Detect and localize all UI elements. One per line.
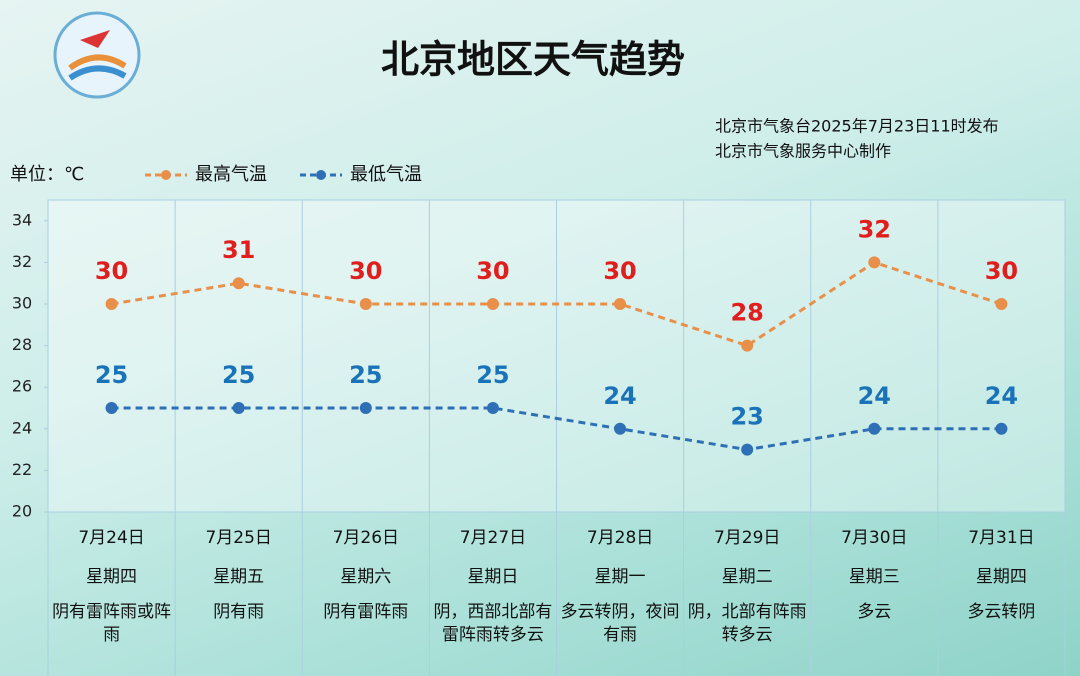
table-cell: 7月26日 [332,528,400,548]
data-point [232,277,245,290]
data-point [995,422,1008,435]
table-cell: 星期四 [975,567,1027,587]
data-label: 24 [603,382,636,410]
data-point [105,402,118,414]
data-point [868,422,881,435]
data-label: 25 [95,361,128,389]
y-tick-label: 28 [12,335,32,354]
data-label: 23 [730,403,763,431]
table-cell: 多云 [857,602,892,622]
data-label: 30 [349,257,382,285]
table-cell: 7月28日 [586,528,654,548]
data-point [486,298,499,310]
table-cell: 多云转阴 [967,602,1036,622]
chart-title: 北京地区天气趋势 [381,38,685,82]
table-cell: 阴有雨 [213,602,265,622]
y-tick-label: 30 [12,294,32,313]
legend-label: 最高气温 [195,164,267,185]
table-cell: 星期一 [594,567,646,587]
table-cell: 7月31日 [968,528,1035,548]
y-tick-label: 24 [12,418,32,437]
data-point [741,339,754,352]
table-cell: 星期六 [340,567,392,587]
data-label: 30 [95,257,128,285]
data-point [359,402,372,414]
data-point [232,402,245,414]
publisher: 北京市气象服务中心制作 [715,142,891,161]
table-cell: 星期四 [86,567,138,587]
series-line [111,406,1002,452]
data-point [614,422,627,435]
y-tick-label: 22 [12,460,32,479]
table-cell: 7月29日 [713,528,781,548]
data-point [995,298,1008,310]
table-cell: 星期三 [848,567,900,587]
legend-swatch [316,170,326,180]
table-cell: 7月27日 [459,528,527,548]
data-point [486,402,499,414]
table-cell: 阴，北部有阵雨转多云 [687,602,807,645]
legend-label: 最低气温 [350,164,422,185]
data-label: 30 [603,257,636,285]
publisher: 北京市气象台2025年7月23日11时发布 [715,117,999,136]
data-point [868,256,881,269]
table-cell: 7月24日 [78,528,145,548]
series-line [111,260,1002,348]
data-label: 24 [985,382,1018,410]
legend-swatch [161,170,171,180]
table-cell: 7月30日 [841,528,908,548]
data-label: 32 [858,215,891,243]
table-cell: 7月25日 [205,528,272,548]
logo [53,11,141,99]
data-point [359,298,372,310]
y-tick-label: 32 [12,252,32,271]
table-cell: 阴有雷阵雨或阵雨 [52,602,172,645]
data-label: 24 [858,382,891,410]
y-tick-label: 26 [12,377,32,396]
data-point [614,298,627,310]
data-label: 30 [985,257,1018,285]
table-cell: 阴，西部北部有雷阵雨转多云 [433,602,553,645]
table-cell: 多云转阴，夜间有雨 [560,602,680,645]
table-cell: 星期日 [467,567,519,587]
data-label: 28 [730,299,763,327]
y-tick-label: 34 [12,210,32,229]
y-tick-label: 20 [12,502,32,521]
unit-label: 单位：℃ [10,164,84,185]
data-point [105,298,118,310]
data-label: 25 [349,361,382,389]
table-cell: 阴有雷阵雨 [323,602,409,622]
data-label: 30 [476,257,509,285]
data-label: 31 [222,236,255,264]
data-label: 25 [476,361,509,389]
table-cell: 星期二 [721,567,773,587]
table-cell: 星期五 [213,567,265,587]
data-label: 25 [222,361,255,389]
data-point [741,443,754,456]
